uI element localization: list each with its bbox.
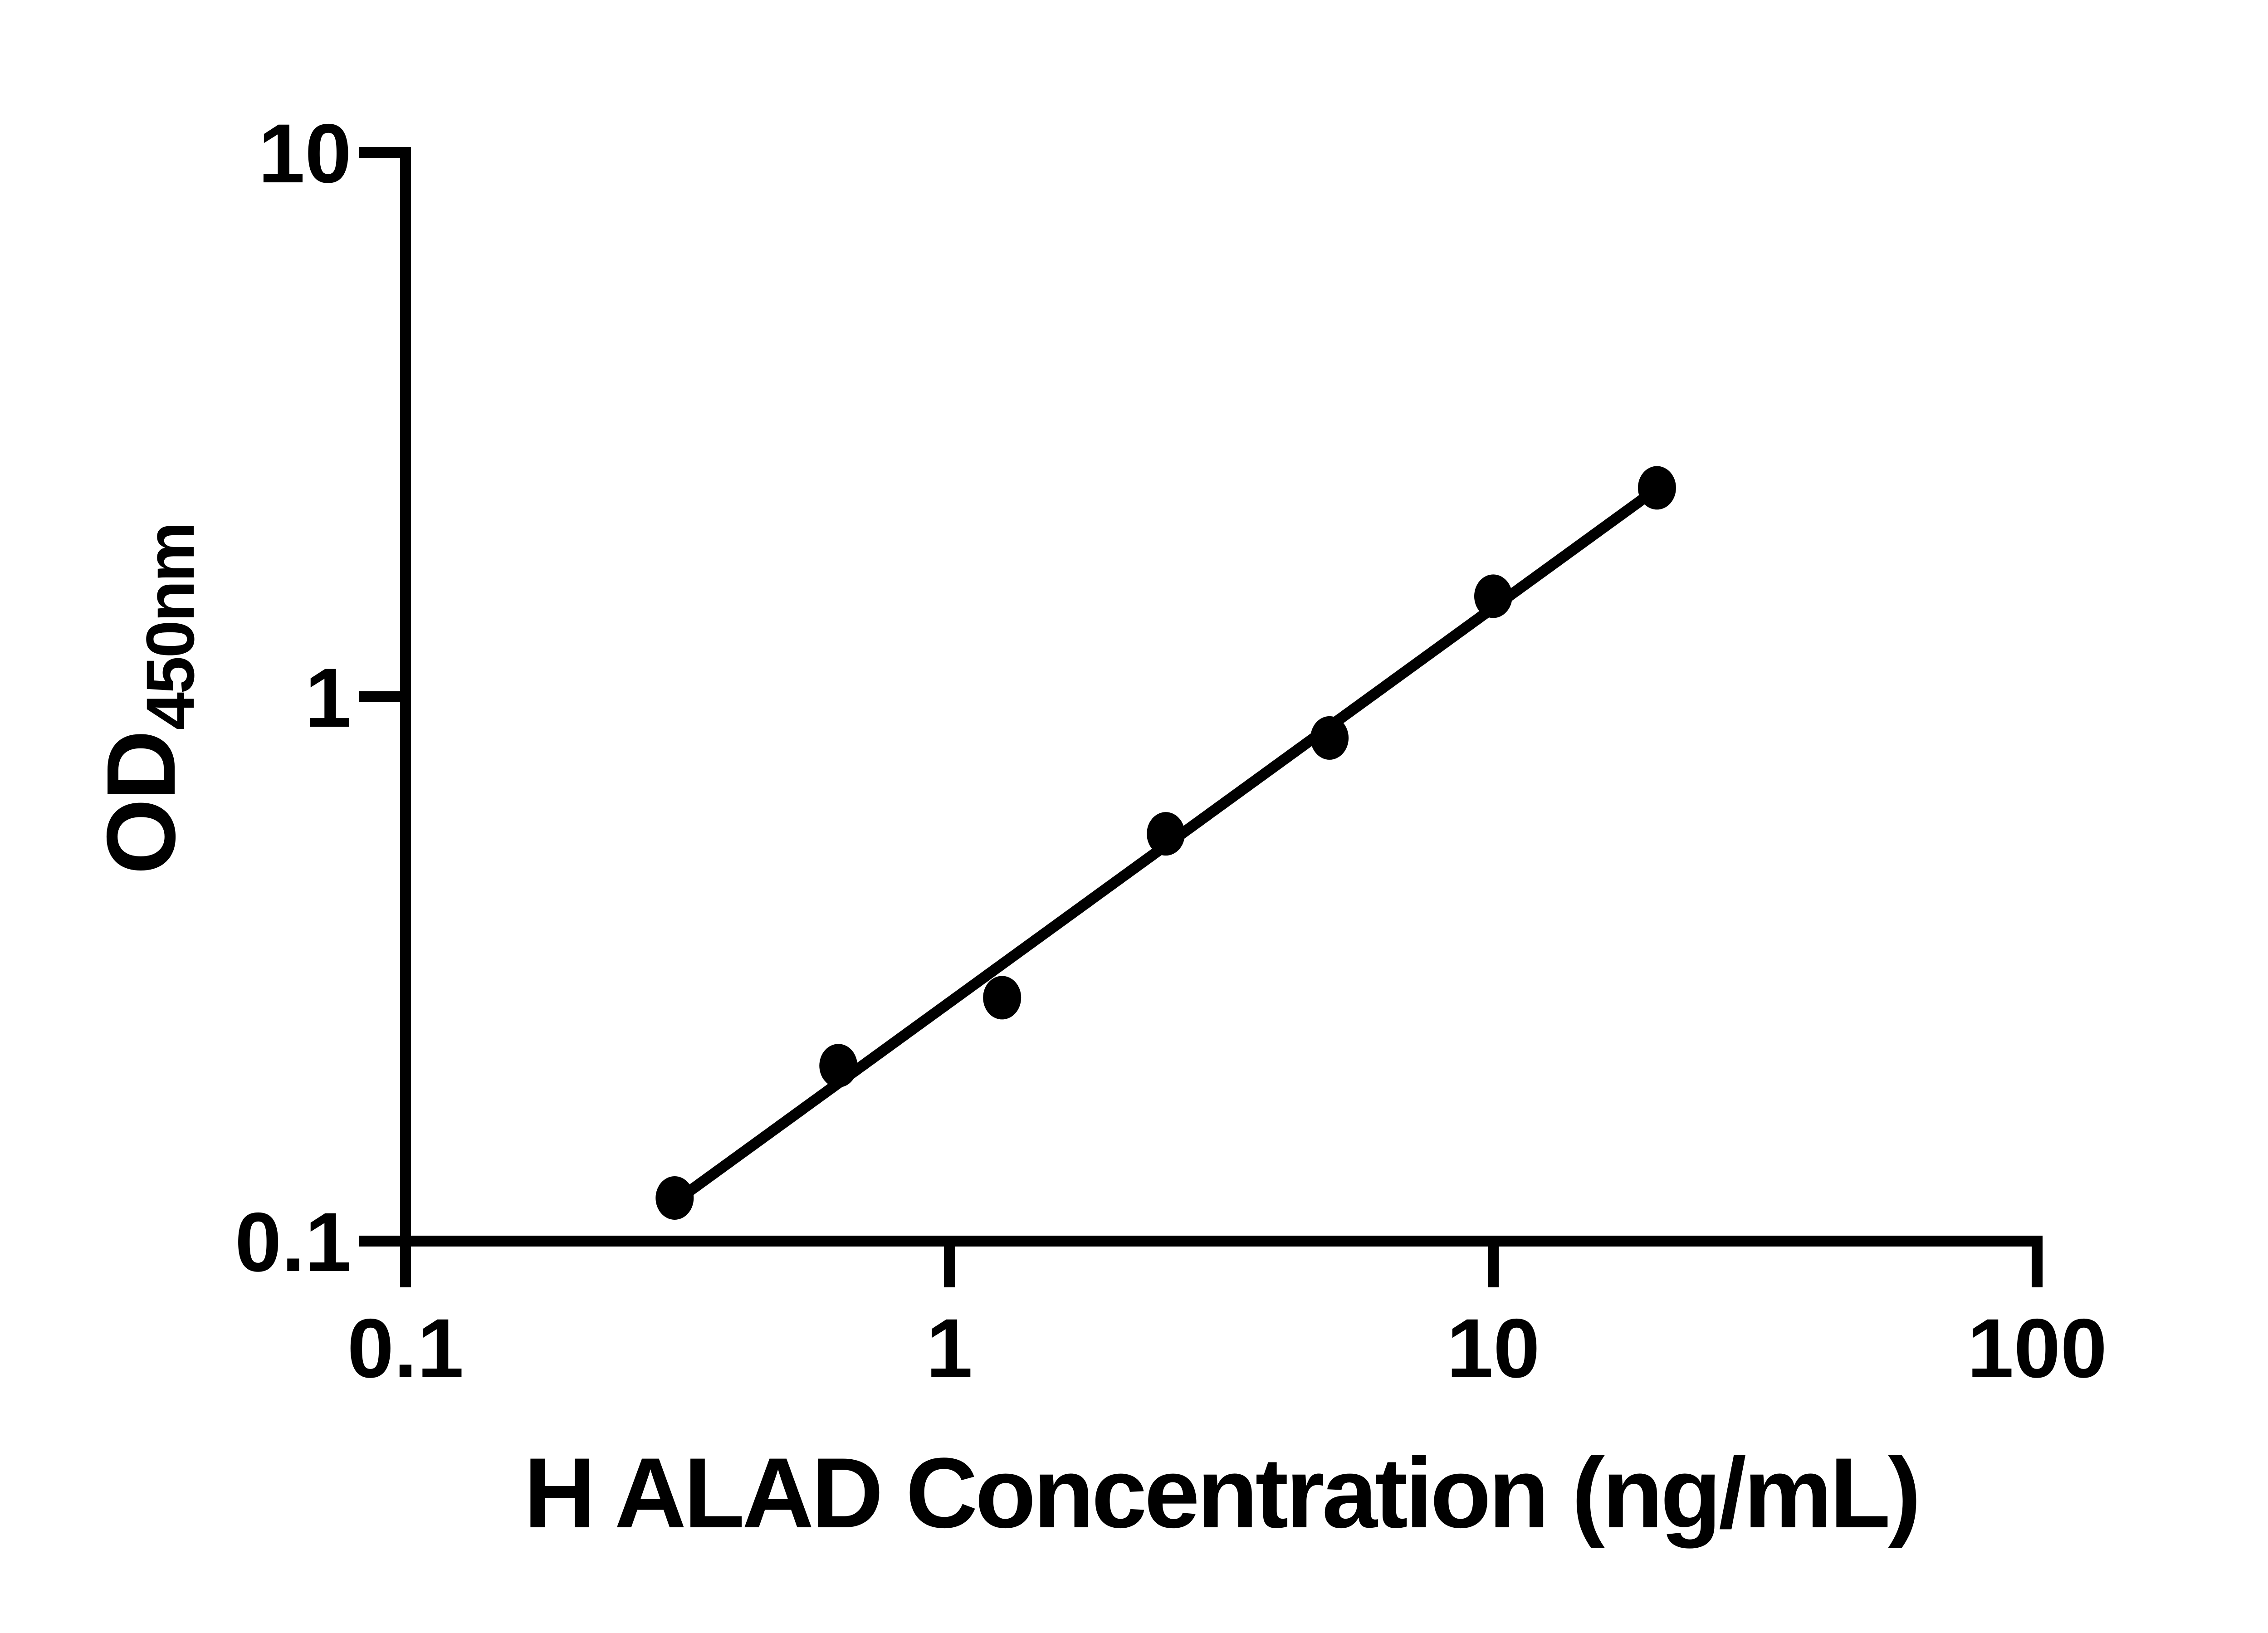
- data-point-7: [1637, 466, 1676, 510]
- data-point-5: [1310, 716, 1349, 760]
- data-point-2: [819, 1044, 858, 1088]
- x-tick-label-100: 100: [1967, 1302, 2107, 1395]
- data-point-1: [655, 1176, 694, 1220]
- x-tick-label-1: 1: [926, 1302, 973, 1395]
- x-tick-label-0.1: 0.1: [347, 1302, 464, 1395]
- y-tick-label-10: 10: [258, 107, 352, 200]
- data-point-6: [1474, 574, 1512, 618]
- plot-area: [655, 466, 1676, 1220]
- y-tick-label-0.1: 0.1: [235, 1196, 352, 1289]
- axes: [400, 147, 2043, 1247]
- axis-tick-labels: 10 1 0.1 0.1 1 10 100: [235, 107, 2107, 1395]
- y-tick-label-1: 1: [305, 651, 352, 745]
- data-point-3: [983, 976, 1022, 1020]
- axis-ticks: [359, 147, 2043, 1287]
- y-axis-title-subscript: 450nm: [132, 523, 208, 730]
- x-tick-label-10: 10: [1447, 1302, 1540, 1395]
- y-axis-title: OD450nm: [86, 523, 208, 875]
- x-axis-title: H ALAD Concentration (ng/mL): [524, 1437, 1919, 1549]
- data-point-4: [1147, 812, 1185, 856]
- y-axis-title-main: OD: [86, 732, 196, 875]
